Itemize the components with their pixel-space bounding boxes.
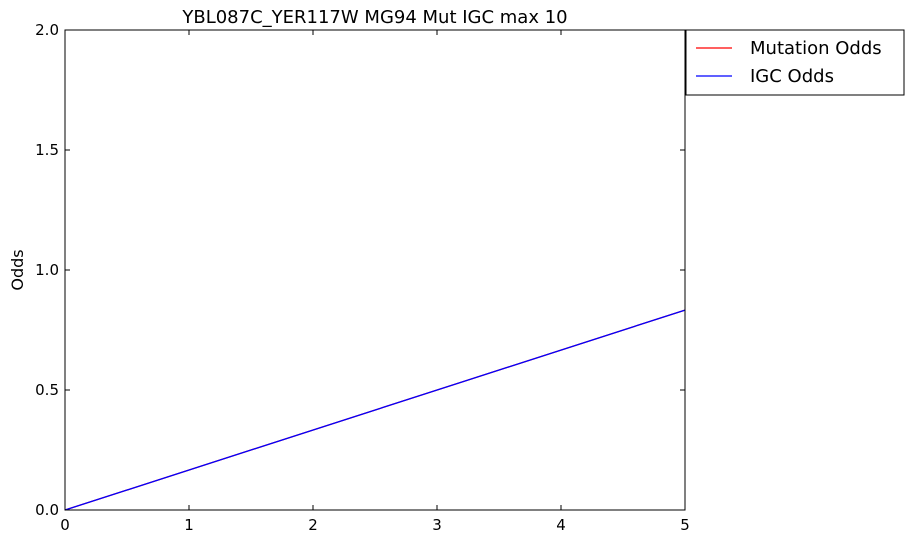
legend-box <box>685 29 905 96</box>
x-tick-label: 3 <box>432 516 442 534</box>
series-layer <box>64 309 686 511</box>
y-tick-label: 0.0 <box>35 501 59 519</box>
x-tick-label: 1 <box>184 516 194 534</box>
legend: Mutation Odds IGC Odds <box>685 29 905 96</box>
chart-title: YBL087C_YER117W MG94 Mut IGC max 10 <box>181 7 567 28</box>
y-tick-label: 2.0 <box>35 21 59 39</box>
x-tick-label: 2 <box>308 516 318 534</box>
legend-label-1: Mutation Odds <box>750 38 882 59</box>
y-tick-label: 0.5 <box>35 381 59 399</box>
plot-frame <box>64 29 686 511</box>
x-ticks: 0 1 2 3 4 5 <box>60 30 690 534</box>
y-tick-label: 1.5 <box>35 141 59 159</box>
series-line-2 <box>64 309 686 511</box>
y-ticks: 0.0 0.5 1.0 1.5 2.0 <box>35 21 685 519</box>
y-tick-label: 1.0 <box>35 261 59 279</box>
x-tick-label: 0 <box>60 516 70 534</box>
legend-label-2: IGC Odds <box>750 66 834 87</box>
y-axis-label: Odds <box>8 249 27 290</box>
x-tick-label: 5 <box>680 516 690 534</box>
x-tick-label: 4 <box>556 516 566 534</box>
